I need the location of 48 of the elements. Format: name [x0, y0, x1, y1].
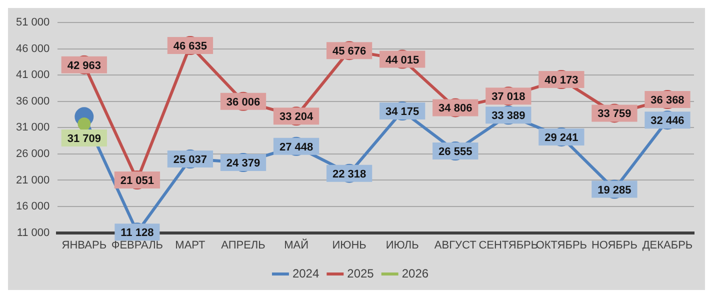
- y-tick-label: 11 000: [16, 226, 50, 239]
- y-tick-label: 36 000: [16, 95, 50, 108]
- y-tick-label: 21 000: [16, 174, 50, 186]
- x-tick-label: ФЕВРАЛЬ: [111, 239, 164, 252]
- data-label: 22 318: [332, 168, 366, 180]
- data-label: 34 175: [386, 106, 420, 118]
- legend-label: 2024: [292, 266, 320, 280]
- data-label: 42 963: [67, 60, 101, 72]
- data-label: 33 389: [492, 110, 526, 122]
- x-tick-label: ИЮНЬ: [332, 239, 366, 252]
- x-tick-label: ЯНВАРЬ: [62, 239, 107, 252]
- data-label: 34 806: [438, 102, 472, 115]
- y-tick-label: 26 000: [16, 148, 50, 160]
- data-label: 40 173: [544, 74, 578, 87]
- x-tick-label: ОКТЯБРЬ: [536, 239, 588, 252]
- data-label: 21 051: [120, 175, 154, 188]
- data-label: 29 241: [544, 132, 578, 144]
- y-tick-label: 41 000: [16, 69, 50, 82]
- data-label: 24 379: [226, 158, 260, 170]
- data-label: 11 128: [120, 227, 154, 240]
- y-tick-label: 31 000: [16, 122, 50, 134]
- data-label: 36 368: [650, 94, 684, 107]
- y-tick-label: 51 000: [16, 16, 50, 29]
- data-label: 33 759: [598, 108, 632, 120]
- data-label: 19 285: [598, 184, 632, 196]
- data-label: 26 555: [438, 146, 472, 158]
- data-label: 36 006: [226, 96, 260, 108]
- y-tick-label: 16 000: [16, 200, 50, 213]
- y-tick-label: 46 000: [16, 42, 50, 55]
- data-label: 33 204: [279, 111, 314, 124]
- x-tick-label: НОЯБРЬ: [591, 239, 638, 252]
- x-tick-label: АВГУСТ: [434, 239, 477, 252]
- legend-label: 2025: [347, 266, 374, 280]
- data-label: 25 037: [173, 154, 208, 166]
- x-tick-label: СЕНТЯБРЬ: [478, 239, 538, 252]
- data-label: 37 018: [492, 91, 526, 104]
- x-tick-label: ДЕКАБРЬ: [642, 239, 693, 252]
- legend-label: 2026: [402, 266, 429, 280]
- x-tick-label: ИЮЛЬ: [386, 239, 419, 252]
- data-label: 44 015: [386, 54, 420, 66]
- data-label: 27 448: [279, 141, 314, 154]
- x-tick-label: МАРТ: [175, 239, 206, 252]
- data-label: 46 635: [173, 40, 208, 53]
- data-label: 32 446: [650, 115, 684, 128]
- x-tick-label: МАЙ: [284, 238, 308, 252]
- x-tick-label: АПРЕЛЬ: [221, 239, 266, 252]
- data-label: 45 676: [332, 46, 366, 58]
- data-label: 31 709: [67, 133, 101, 146]
